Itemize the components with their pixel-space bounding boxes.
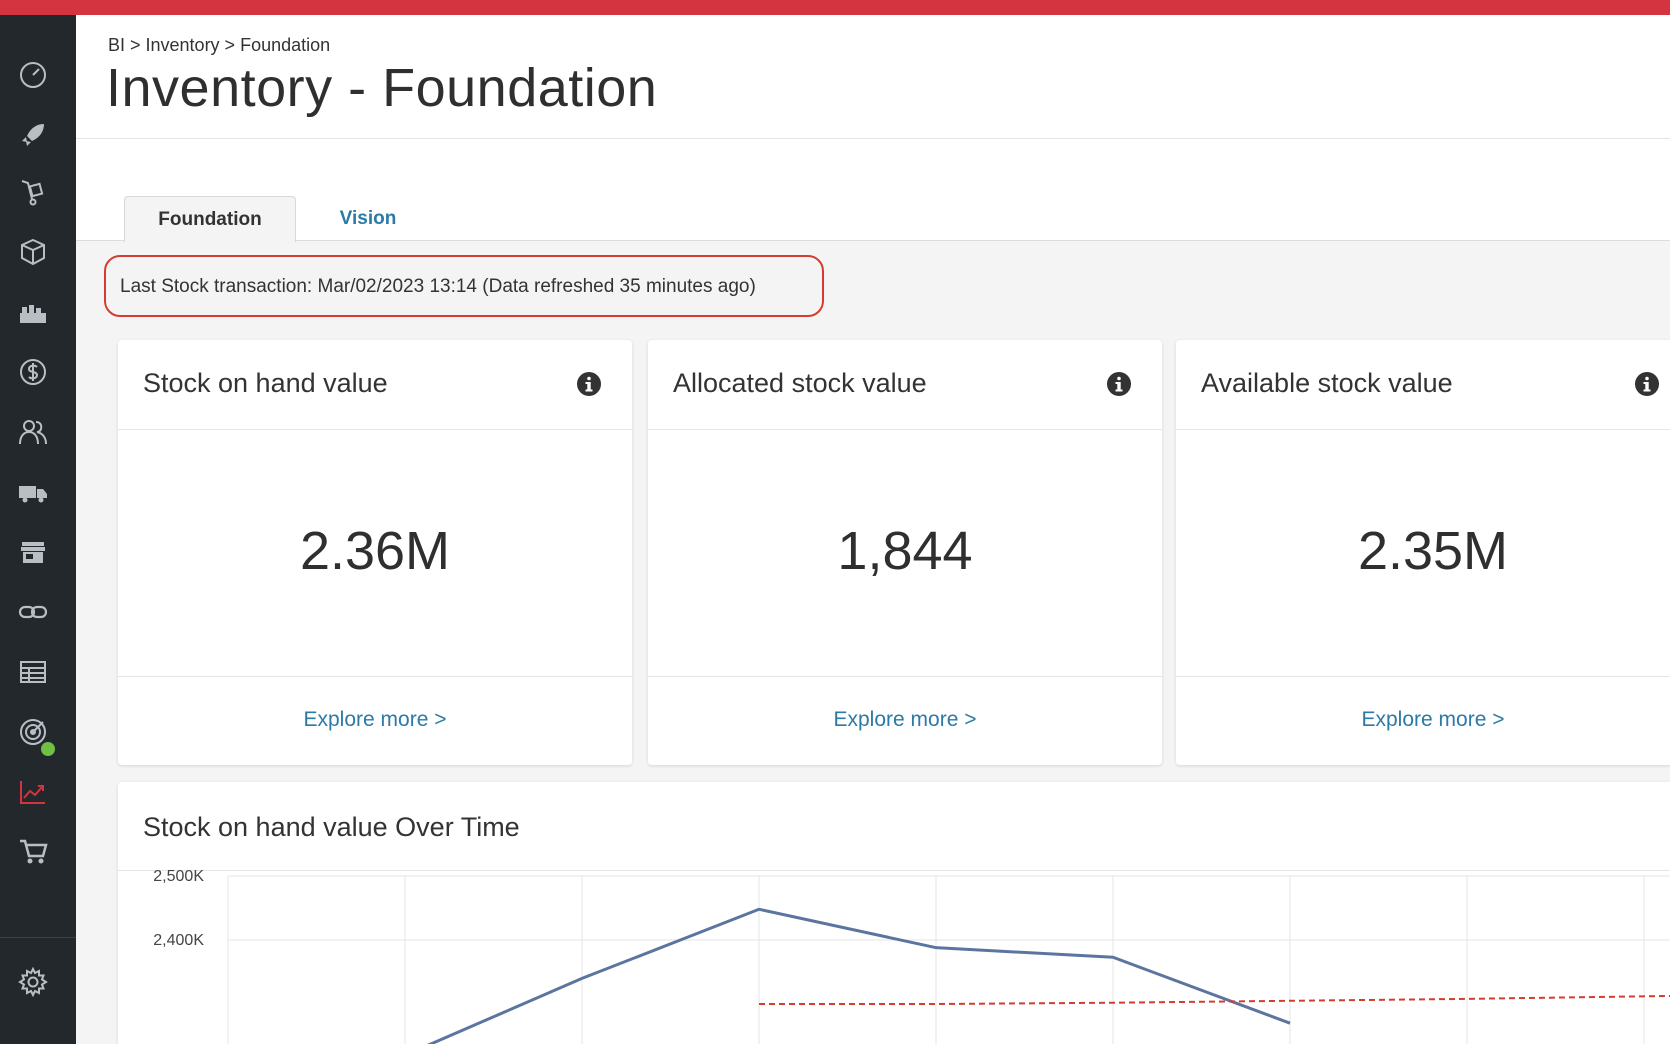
explore-more-link[interactable]: Explore more > [833, 708, 977, 731]
dollar-icon[interactable] [18, 357, 48, 387]
kpi-value: 1,844 [837, 521, 973, 581]
page-title: Inventory - Foundation [106, 58, 658, 118]
breadcrumb[interactable]: BI > Inventory > Foundation [108, 35, 331, 55]
info-icon[interactable] [1106, 371, 1132, 397]
card-divider [648, 429, 1162, 430]
last-transaction-notice: Last Stock transaction: Mar/02/2023 13:1… [104, 255, 824, 317]
sidebar [0, 15, 76, 1044]
cart-icon[interactable] [18, 837, 48, 867]
tab-vision[interactable]: Vision [339, 208, 397, 229]
notice-text: Last Stock transaction: Mar/02/2023 13:1… [120, 276, 756, 297]
status-dot [41, 742, 55, 756]
chart-card-stock-over-time: Stock on hand value Over Time 2,500K 2,40… [118, 782, 1670, 1044]
dashboard-icon[interactable] [18, 60, 48, 90]
card-divider [118, 429, 632, 430]
link-icon[interactable] [18, 597, 48, 627]
kpi-card-stock-on-hand: Stock on hand value 2.36M Explore more > [118, 340, 632, 765]
kpi-value: 2.35M [1357, 521, 1509, 581]
hand-truck-icon[interactable] [18, 177, 48, 207]
kpi-value: 2.36M [299, 521, 451, 581]
chart-title: Stock on hand value Over Time [143, 812, 520, 842]
radar-icon[interactable] [18, 717, 48, 747]
table-icon[interactable] [18, 657, 48, 687]
series-line-0[interactable] [405, 907, 1291, 1044]
card-divider [118, 870, 1670, 871]
store-icon[interactable] [18, 537, 48, 567]
rocket-icon[interactable] [18, 120, 48, 150]
kpi-title: Available stock value [1201, 368, 1453, 398]
kpi-title: Allocated stock value [673, 368, 927, 398]
top-accent-bar [0, 0, 1670, 15]
explore-more-link[interactable]: Explore more > [1361, 708, 1505, 731]
factory-icon[interactable] [18, 297, 48, 327]
sidebar-divider [0, 937, 76, 938]
gear-icon[interactable] [18, 967, 48, 997]
kpi-card-allocated-stock: Allocated stock value 1,844 Explore more… [648, 340, 1162, 765]
users-icon[interactable] [18, 417, 48, 447]
kpi-card-available-stock: Available stock value 2.35M Explore more… [1176, 340, 1670, 765]
y-tick-label: 2,500K [153, 870, 204, 885]
page-header: BI > Inventory > Foundation Inventory - … [76, 15, 1670, 139]
tab-bar: Foundation Vision [76, 139, 1670, 242]
truck-icon[interactable] [18, 477, 48, 507]
card-divider [1176, 429, 1670, 430]
tab-foundation[interactable]: Foundation [124, 196, 296, 242]
info-icon[interactable] [576, 371, 602, 397]
card-divider [1176, 676, 1670, 677]
y-tick-label: 2,400K [153, 932, 204, 949]
explore-more-link[interactable]: Explore more > [303, 708, 447, 731]
box-icon[interactable] [18, 237, 48, 267]
card-divider [648, 676, 1162, 677]
card-divider [118, 676, 632, 677]
chart-trend-icon[interactable] [18, 777, 48, 807]
line-chart: 2,500K 2,400K [153, 870, 1670, 1044]
info-icon[interactable] [1634, 371, 1660, 397]
kpi-title: Stock on hand value [143, 368, 388, 398]
series-line-1[interactable] [759, 994, 1670, 1005]
